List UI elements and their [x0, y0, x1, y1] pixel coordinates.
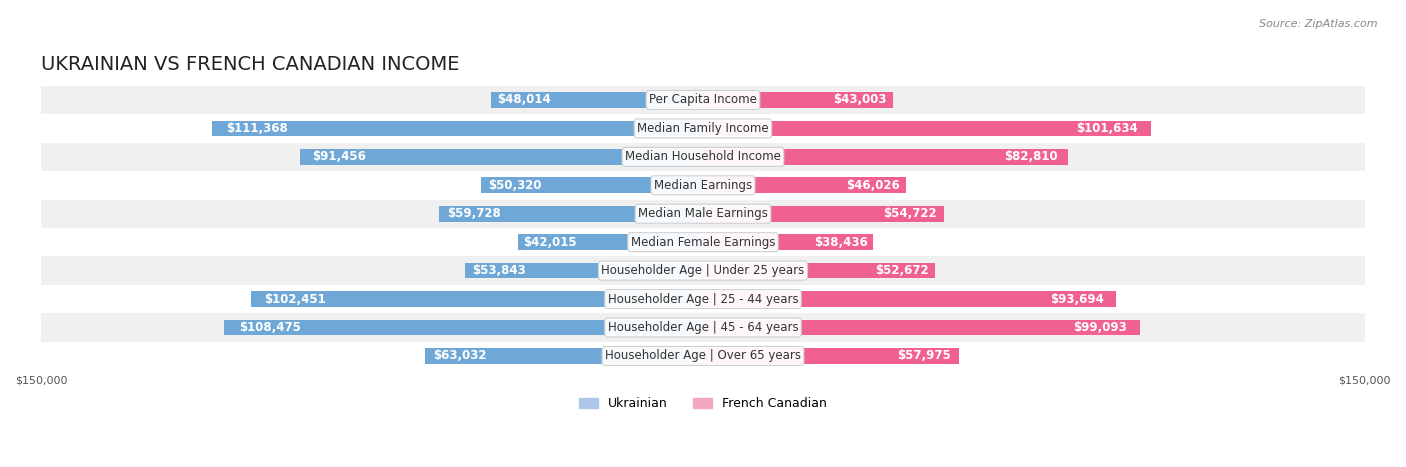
Text: $57,975: $57,975 — [897, 349, 950, 362]
Text: $54,722: $54,722 — [883, 207, 938, 220]
Text: $111,368: $111,368 — [226, 122, 288, 135]
Text: Median Household Income: Median Household Income — [626, 150, 780, 163]
Bar — [440, 206, 703, 221]
Bar — [703, 177, 905, 193]
Bar — [41, 142, 1365, 171]
Text: Median Male Earnings: Median Male Earnings — [638, 207, 768, 220]
Bar — [225, 320, 703, 335]
Bar — [41, 313, 1365, 342]
Text: Median Family Income: Median Family Income — [637, 122, 769, 135]
Legend: Ukrainian, French Canadian: Ukrainian, French Canadian — [575, 392, 831, 415]
Bar — [41, 256, 1365, 285]
Bar — [703, 234, 873, 250]
Bar — [481, 177, 703, 193]
Bar — [703, 263, 935, 278]
Bar — [41, 114, 1365, 142]
Bar — [252, 291, 703, 307]
Text: Median Female Earnings: Median Female Earnings — [631, 236, 775, 249]
Text: $53,843: $53,843 — [472, 264, 526, 277]
Bar — [41, 285, 1365, 313]
Text: $50,320: $50,320 — [488, 179, 541, 192]
Bar — [703, 320, 1140, 335]
Text: $48,014: $48,014 — [498, 93, 551, 106]
Text: $99,093: $99,093 — [1073, 321, 1128, 334]
Text: $38,436: $38,436 — [814, 236, 868, 249]
Bar — [41, 228, 1365, 256]
Text: Median Earnings: Median Earnings — [654, 179, 752, 192]
Bar — [41, 199, 1365, 228]
Text: $102,451: $102,451 — [264, 292, 326, 305]
Bar — [212, 120, 703, 136]
Bar — [299, 149, 703, 165]
Bar — [703, 291, 1116, 307]
Bar — [703, 92, 893, 108]
Text: $93,694: $93,694 — [1050, 292, 1104, 305]
Text: $52,672: $52,672 — [875, 264, 928, 277]
Text: $108,475: $108,475 — [239, 321, 301, 334]
Text: Per Capita Income: Per Capita Income — [650, 93, 756, 106]
Text: Householder Age | Under 25 years: Householder Age | Under 25 years — [602, 264, 804, 277]
Bar — [517, 234, 703, 250]
Text: $46,026: $46,026 — [846, 179, 900, 192]
Text: Householder Age | 45 - 64 years: Householder Age | 45 - 64 years — [607, 321, 799, 334]
Bar — [703, 149, 1069, 165]
Bar — [703, 120, 1152, 136]
Bar — [491, 92, 703, 108]
Bar — [703, 206, 945, 221]
Bar — [703, 348, 959, 364]
Bar — [41, 171, 1365, 199]
Text: $43,003: $43,003 — [834, 93, 887, 106]
Text: $82,810: $82,810 — [1004, 150, 1057, 163]
Text: $63,032: $63,032 — [433, 349, 486, 362]
Text: Householder Age | Over 65 years: Householder Age | Over 65 years — [605, 349, 801, 362]
Text: $91,456: $91,456 — [312, 150, 366, 163]
Text: $101,634: $101,634 — [1076, 122, 1137, 135]
Text: Householder Age | 25 - 44 years: Householder Age | 25 - 44 years — [607, 292, 799, 305]
Text: Source: ZipAtlas.com: Source: ZipAtlas.com — [1260, 19, 1378, 28]
Text: $59,728: $59,728 — [447, 207, 501, 220]
Bar — [41, 342, 1365, 370]
Bar — [425, 348, 703, 364]
Bar — [41, 86, 1365, 114]
Text: UKRAINIAN VS FRENCH CANADIAN INCOME: UKRAINIAN VS FRENCH CANADIAN INCOME — [41, 56, 460, 74]
Text: $42,015: $42,015 — [523, 236, 576, 249]
Bar — [465, 263, 703, 278]
